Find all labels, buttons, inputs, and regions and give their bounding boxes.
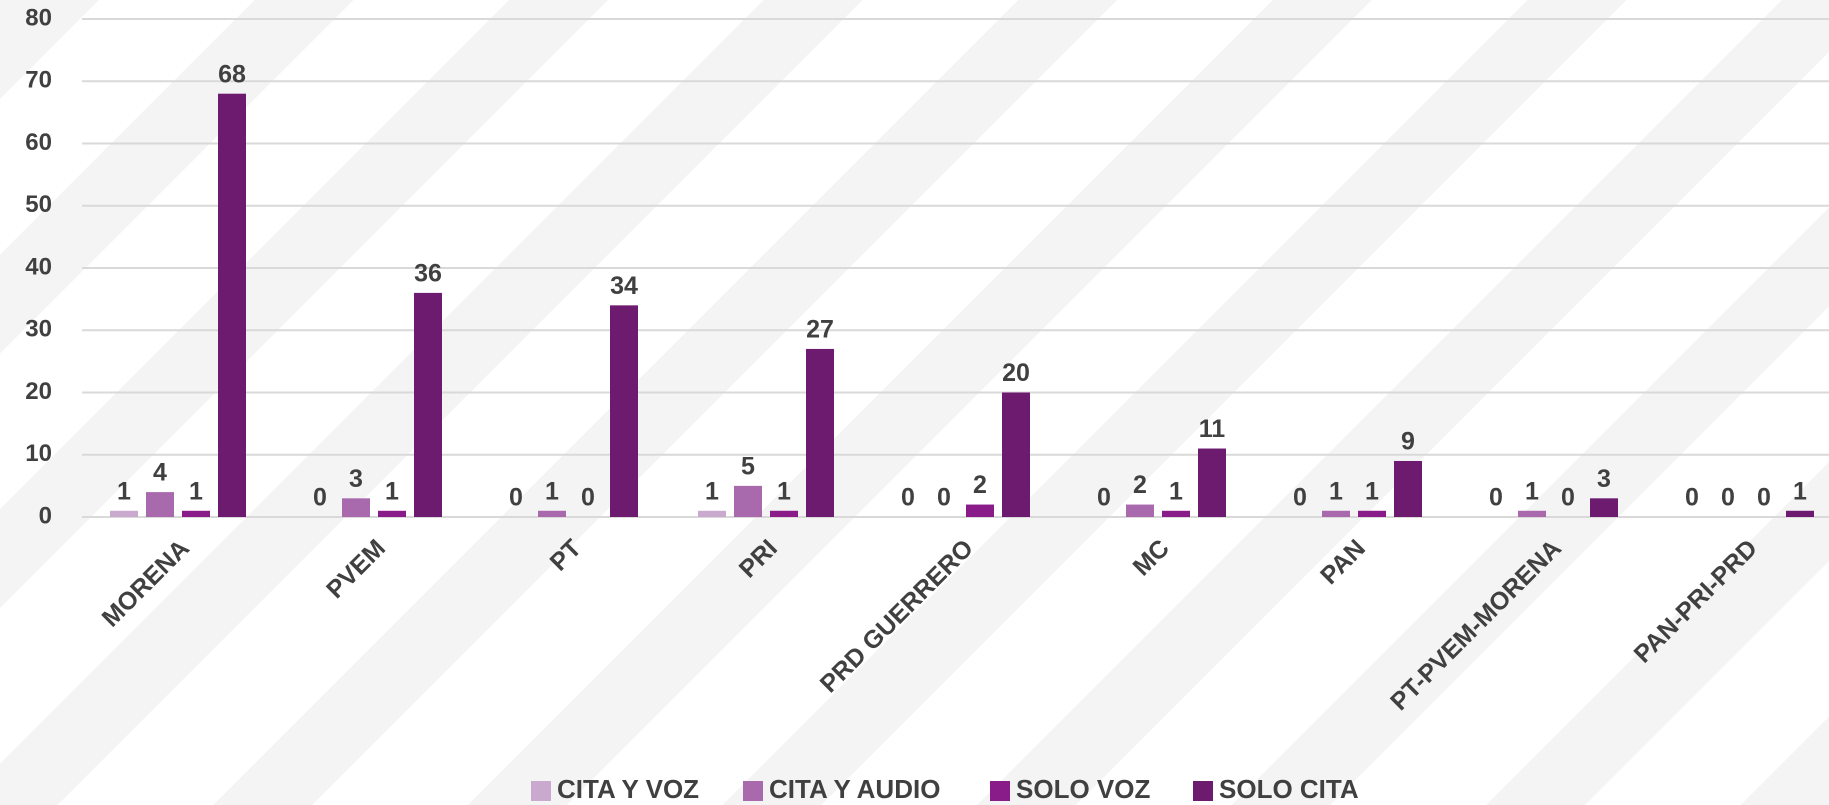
y-tick-label: 60 <box>25 129 52 156</box>
data-label: 68 <box>218 60 246 88</box>
data-label: 0 <box>937 484 951 512</box>
bar <box>1002 392 1030 517</box>
bar <box>1198 448 1226 517</box>
bar <box>1126 504 1154 517</box>
legend-label: SOLO CITA <box>1219 774 1359 804</box>
y-tick-label: 10 <box>25 440 52 467</box>
bar <box>1590 498 1618 517</box>
bar <box>1358 510 1386 517</box>
y-tick-label: 20 <box>25 378 52 405</box>
legend-label: CITA Y AUDIO <box>769 774 940 804</box>
legend-swatch <box>1193 781 1213 801</box>
data-label: 0 <box>1097 484 1111 512</box>
data-label: 27 <box>806 316 834 344</box>
data-label: 5 <box>741 452 755 480</box>
y-tick-label: 80 <box>25 4 52 31</box>
data-label: 9 <box>1401 428 1415 456</box>
bar <box>1786 510 1814 517</box>
bar <box>1162 510 1190 517</box>
legend-swatch <box>531 781 551 801</box>
data-label: 0 <box>509 484 523 512</box>
bar <box>770 510 798 517</box>
data-label: 1 <box>777 477 791 505</box>
bar <box>806 348 834 517</box>
y-tick-label: 0 <box>39 502 52 529</box>
data-label: 0 <box>1685 484 1699 512</box>
data-label: 20 <box>1002 359 1030 387</box>
data-label: 1 <box>1793 477 1807 505</box>
data-label: 1 <box>189 477 203 505</box>
data-label: 0 <box>1757 484 1771 512</box>
bar <box>378 510 406 517</box>
bar <box>734 485 762 517</box>
bar <box>218 93 246 517</box>
bar <box>146 492 174 517</box>
data-label: 0 <box>1489 484 1503 512</box>
legend-swatch <box>743 781 763 801</box>
data-label: 2 <box>973 471 987 499</box>
bar <box>1322 510 1350 517</box>
bar <box>182 510 210 517</box>
bar <box>414 292 442 517</box>
y-tick-label: 70 <box>25 67 52 94</box>
bar <box>1518 510 1546 517</box>
data-label: 1 <box>385 477 399 505</box>
bar <box>1394 460 1422 517</box>
legend-swatch <box>990 781 1010 801</box>
data-label: 1 <box>1525 477 1539 505</box>
y-tick-label: 50 <box>25 191 52 218</box>
bar <box>698 510 726 517</box>
legend-label: CITA Y VOZ <box>557 774 699 804</box>
data-label: 11 <box>1199 415 1226 443</box>
data-label: 0 <box>313 484 327 512</box>
data-label: 1 <box>1329 477 1343 505</box>
legend-label: SOLO VOZ <box>1016 774 1150 804</box>
data-label: 0 <box>1721 484 1735 512</box>
data-label: 3 <box>349 465 363 493</box>
data-label: 4 <box>153 459 167 487</box>
bar <box>538 510 566 517</box>
y-tick-label: 40 <box>25 253 52 280</box>
y-tick-label: 30 <box>25 316 52 343</box>
data-label: 0 <box>1561 484 1575 512</box>
data-label: 0 <box>901 484 915 512</box>
data-label: 34 <box>610 272 638 300</box>
data-label: 3 <box>1597 465 1611 493</box>
data-label: 1 <box>1169 477 1183 505</box>
data-label: 1 <box>705 477 719 505</box>
data-label: 1 <box>545 477 559 505</box>
data-label: 2 <box>1133 471 1147 499</box>
bar <box>610 305 638 517</box>
data-label: 1 <box>1365 477 1379 505</box>
bar <box>966 504 994 517</box>
data-label: 0 <box>1293 484 1307 512</box>
data-label: 1 <box>117 477 131 505</box>
bar <box>110 510 138 517</box>
data-label: 0 <box>581 484 595 512</box>
data-label: 36 <box>414 260 442 288</box>
bar <box>342 498 370 517</box>
